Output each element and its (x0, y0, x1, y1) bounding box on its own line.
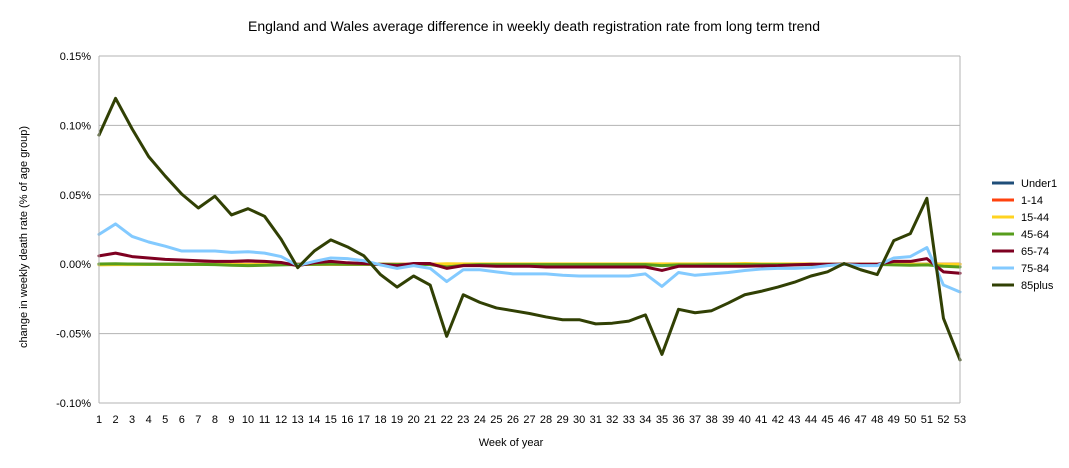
y-tick-label: 0.00% (60, 259, 91, 271)
legend: Under1 1-14 15-44 45-64 65-74 75-84 85plus (992, 178, 1057, 292)
x-tick-label: 52 (937, 414, 949, 426)
x-tick-label: 1 (96, 414, 102, 426)
series-line-85plus (97, 96, 962, 362)
legend-label: 75-84 (1021, 263, 1049, 275)
x-tick-label: 45 (821, 414, 833, 426)
x-tick-label: 48 (871, 414, 883, 426)
legend-label: 85plus (1021, 280, 1054, 292)
x-axis-ticks: 1 2 3 4 5 6 7 8 9 10 11 12 13 14 15 16 17 18 19 20 21 22 23 24 2… (96, 414, 966, 426)
x-tick-label: 41 (755, 414, 767, 426)
x-tick-label: 33 (623, 414, 635, 426)
x-tick-label: 19 (391, 414, 403, 426)
y-tick-label: -0.05% (56, 329, 91, 341)
gridlines (99, 55, 960, 404)
series-line-65-74 (97, 251, 962, 275)
x-tick-label: 27 (523, 414, 535, 426)
x-tick-label: 17 (358, 414, 370, 426)
x-tick-label: 11 (259, 414, 270, 426)
x-tick-label: 37 (689, 414, 701, 426)
x-tick-label: 10 (242, 414, 254, 426)
x-tick-label: 18 (374, 414, 386, 426)
x-tick-label: 2 (112, 414, 118, 426)
x-tick-label: 20 (407, 414, 419, 426)
x-tick-label: 28 (540, 414, 552, 426)
x-tick-label: 13 (292, 414, 304, 426)
x-tick-label: 46 (838, 414, 850, 426)
x-tick-label: 49 (888, 414, 900, 426)
x-tick-label: 3 (129, 414, 135, 426)
legend-label: 15-44 (1021, 212, 1049, 224)
x-tick-label: 30 (573, 414, 585, 426)
legend-label: 45-64 (1021, 229, 1049, 241)
series-line-75-84 (97, 222, 962, 294)
x-tick-label: 29 (556, 414, 568, 426)
y-tick-label: 0.10% (60, 120, 91, 132)
x-tick-label: 24 (474, 414, 486, 426)
chart-title: England and Wales average difference in … (248, 18, 820, 34)
y-axis-ticks: 0.15% 0.10% 0.05% 0.00% -0.05% -0.10% (56, 51, 91, 410)
x-tick-label: 12 (275, 414, 287, 426)
y-tick-label: 0.05% (60, 190, 91, 202)
x-tick-label: 43 (788, 414, 800, 426)
x-tick-label: 42 (772, 414, 784, 426)
x-tick-label: 31 (590, 414, 602, 426)
x-tick-label: 16 (341, 414, 353, 426)
legend-label: 1-14 (1021, 195, 1043, 207)
x-tick-label: 53 (954, 414, 966, 426)
x-tick-label: 22 (441, 414, 453, 426)
x-tick-label: 9 (228, 414, 234, 426)
x-axis-title: Week of year (479, 437, 544, 449)
x-tick-label: 34 (639, 414, 651, 426)
x-tick-label: 47 (855, 414, 867, 426)
x-tick-label: 50 (904, 414, 916, 426)
x-tick-label: 25 (490, 414, 502, 426)
axes (98, 56, 961, 404)
y-axis-title: change in weekly death rate (% of age gr… (18, 126, 30, 348)
x-tick-label: 39 (722, 414, 734, 426)
x-tick-label: 8 (212, 414, 218, 426)
x-tick-label: 14 (308, 414, 320, 426)
legend-label: Under1 (1021, 178, 1057, 190)
x-tick-label: 5 (162, 414, 168, 426)
x-tick-label: 15 (325, 414, 337, 426)
x-tick-label: 51 (921, 414, 933, 426)
legend-label: 65-74 (1021, 246, 1049, 258)
y-tick-label: 0.15% (60, 51, 91, 63)
x-tick-label: 40 (739, 414, 751, 426)
x-tick-label: 32 (606, 414, 618, 426)
x-tick-label: 7 (195, 414, 201, 426)
x-tick-label: 21 (424, 414, 436, 426)
x-tick-label: 23 (457, 414, 469, 426)
x-tick-label: 26 (507, 414, 519, 426)
x-tick-label: 6 (179, 414, 185, 426)
x-tick-label: 35 (656, 414, 668, 426)
series-lines (97, 96, 962, 362)
x-tick-label: 36 (672, 414, 684, 426)
y-tick-label: -0.10% (56, 398, 91, 410)
x-tick-label: 4 (146, 414, 152, 426)
x-tick-label: 38 (706, 414, 718, 426)
x-tick-label: 44 (805, 414, 817, 426)
